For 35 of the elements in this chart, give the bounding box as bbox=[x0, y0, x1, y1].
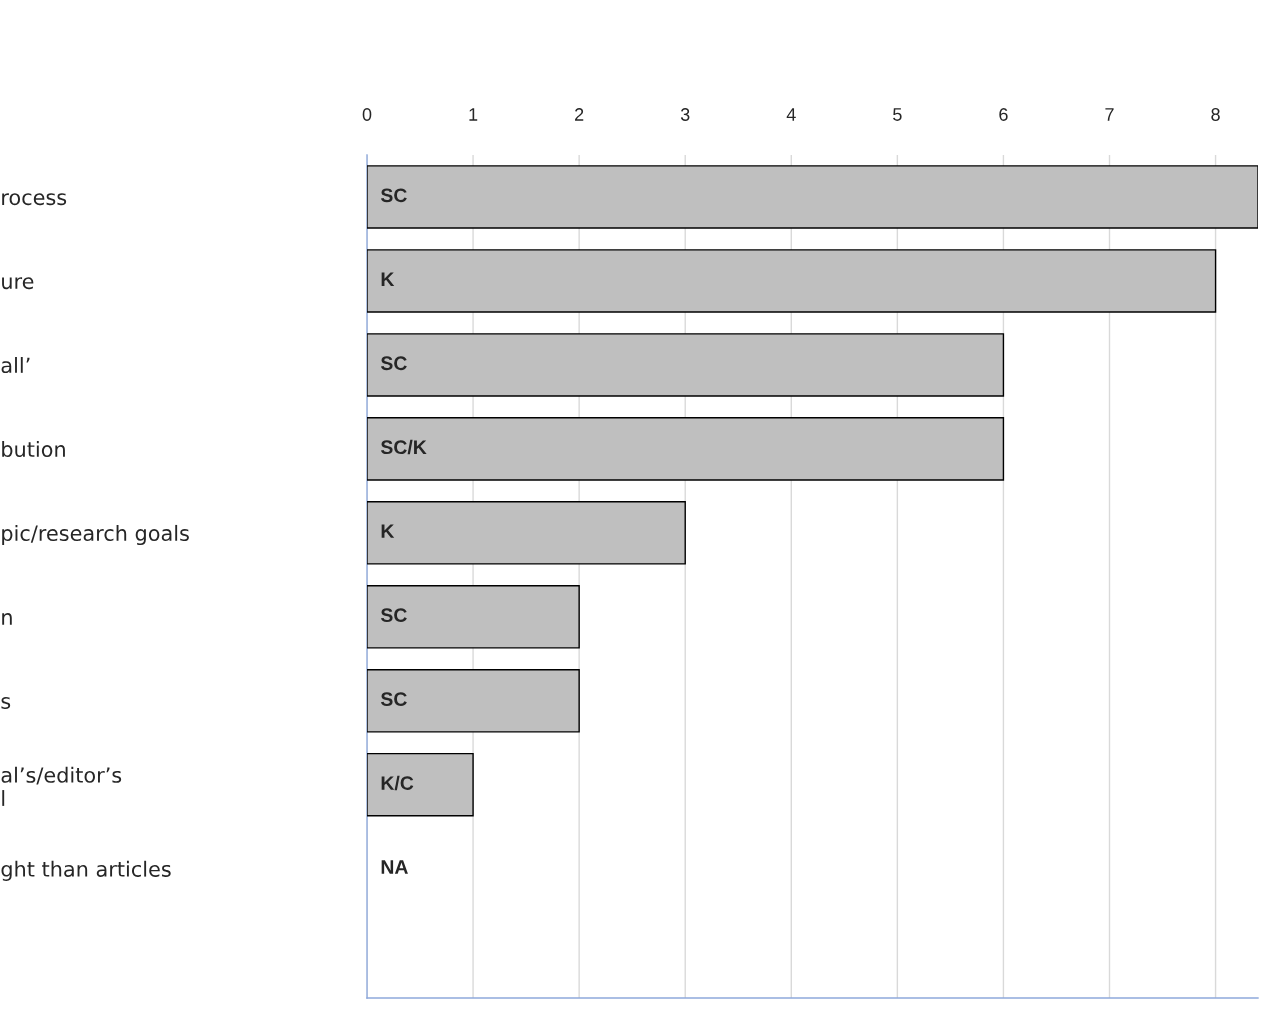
y-tick-label: rocess bbox=[2, 193, 67, 206]
data-label: K bbox=[381, 272, 395, 286]
y-tick-label: al’s/editor’s l bbox=[1, 766, 122, 806]
data-label: SC bbox=[380, 356, 407, 371]
x-tick-label: 8 bbox=[1211, 108, 1220, 121]
y-tick-label: all’ bbox=[1, 357, 30, 374]
y-tick-label: s bbox=[1, 697, 11, 709]
data-label: NA bbox=[381, 860, 408, 874]
y-tick-label: bution bbox=[2, 440, 65, 458]
data-label: SC bbox=[380, 608, 407, 623]
bar bbox=[367, 585, 580, 649]
data-label: SC bbox=[380, 692, 407, 706]
data-label: SC bbox=[380, 188, 407, 203]
bar bbox=[367, 417, 1005, 481]
x-tick-label: 3 bbox=[680, 108, 690, 121]
x-tick-label: 0 bbox=[362, 108, 372, 121]
y-tick-label: ure bbox=[2, 277, 34, 290]
x-tick-label: 2 bbox=[575, 108, 584, 121]
bar bbox=[367, 752, 474, 817]
data-label: K/C bbox=[381, 775, 414, 791]
data-label: SC/K bbox=[380, 439, 427, 455]
bar bbox=[367, 501, 686, 565]
bar bbox=[367, 165, 1258, 229]
y-tick-label: ght than articles bbox=[1, 860, 171, 881]
x-tick-label: 5 bbox=[893, 108, 902, 121]
y-tick-label: n bbox=[2, 613, 12, 625]
data-label: K bbox=[381, 524, 395, 538]
x-tick-label: 1 bbox=[469, 108, 478, 121]
bar bbox=[367, 669, 580, 733]
y-tick-label: pic/research goals bbox=[2, 524, 189, 546]
x-tick-label: 4 bbox=[786, 108, 796, 121]
x-tick-label: 6 bbox=[999, 108, 1008, 121]
x-tick-label: 7 bbox=[1105, 108, 1114, 121]
bar bbox=[367, 249, 1217, 313]
bar bbox=[367, 333, 1005, 397]
